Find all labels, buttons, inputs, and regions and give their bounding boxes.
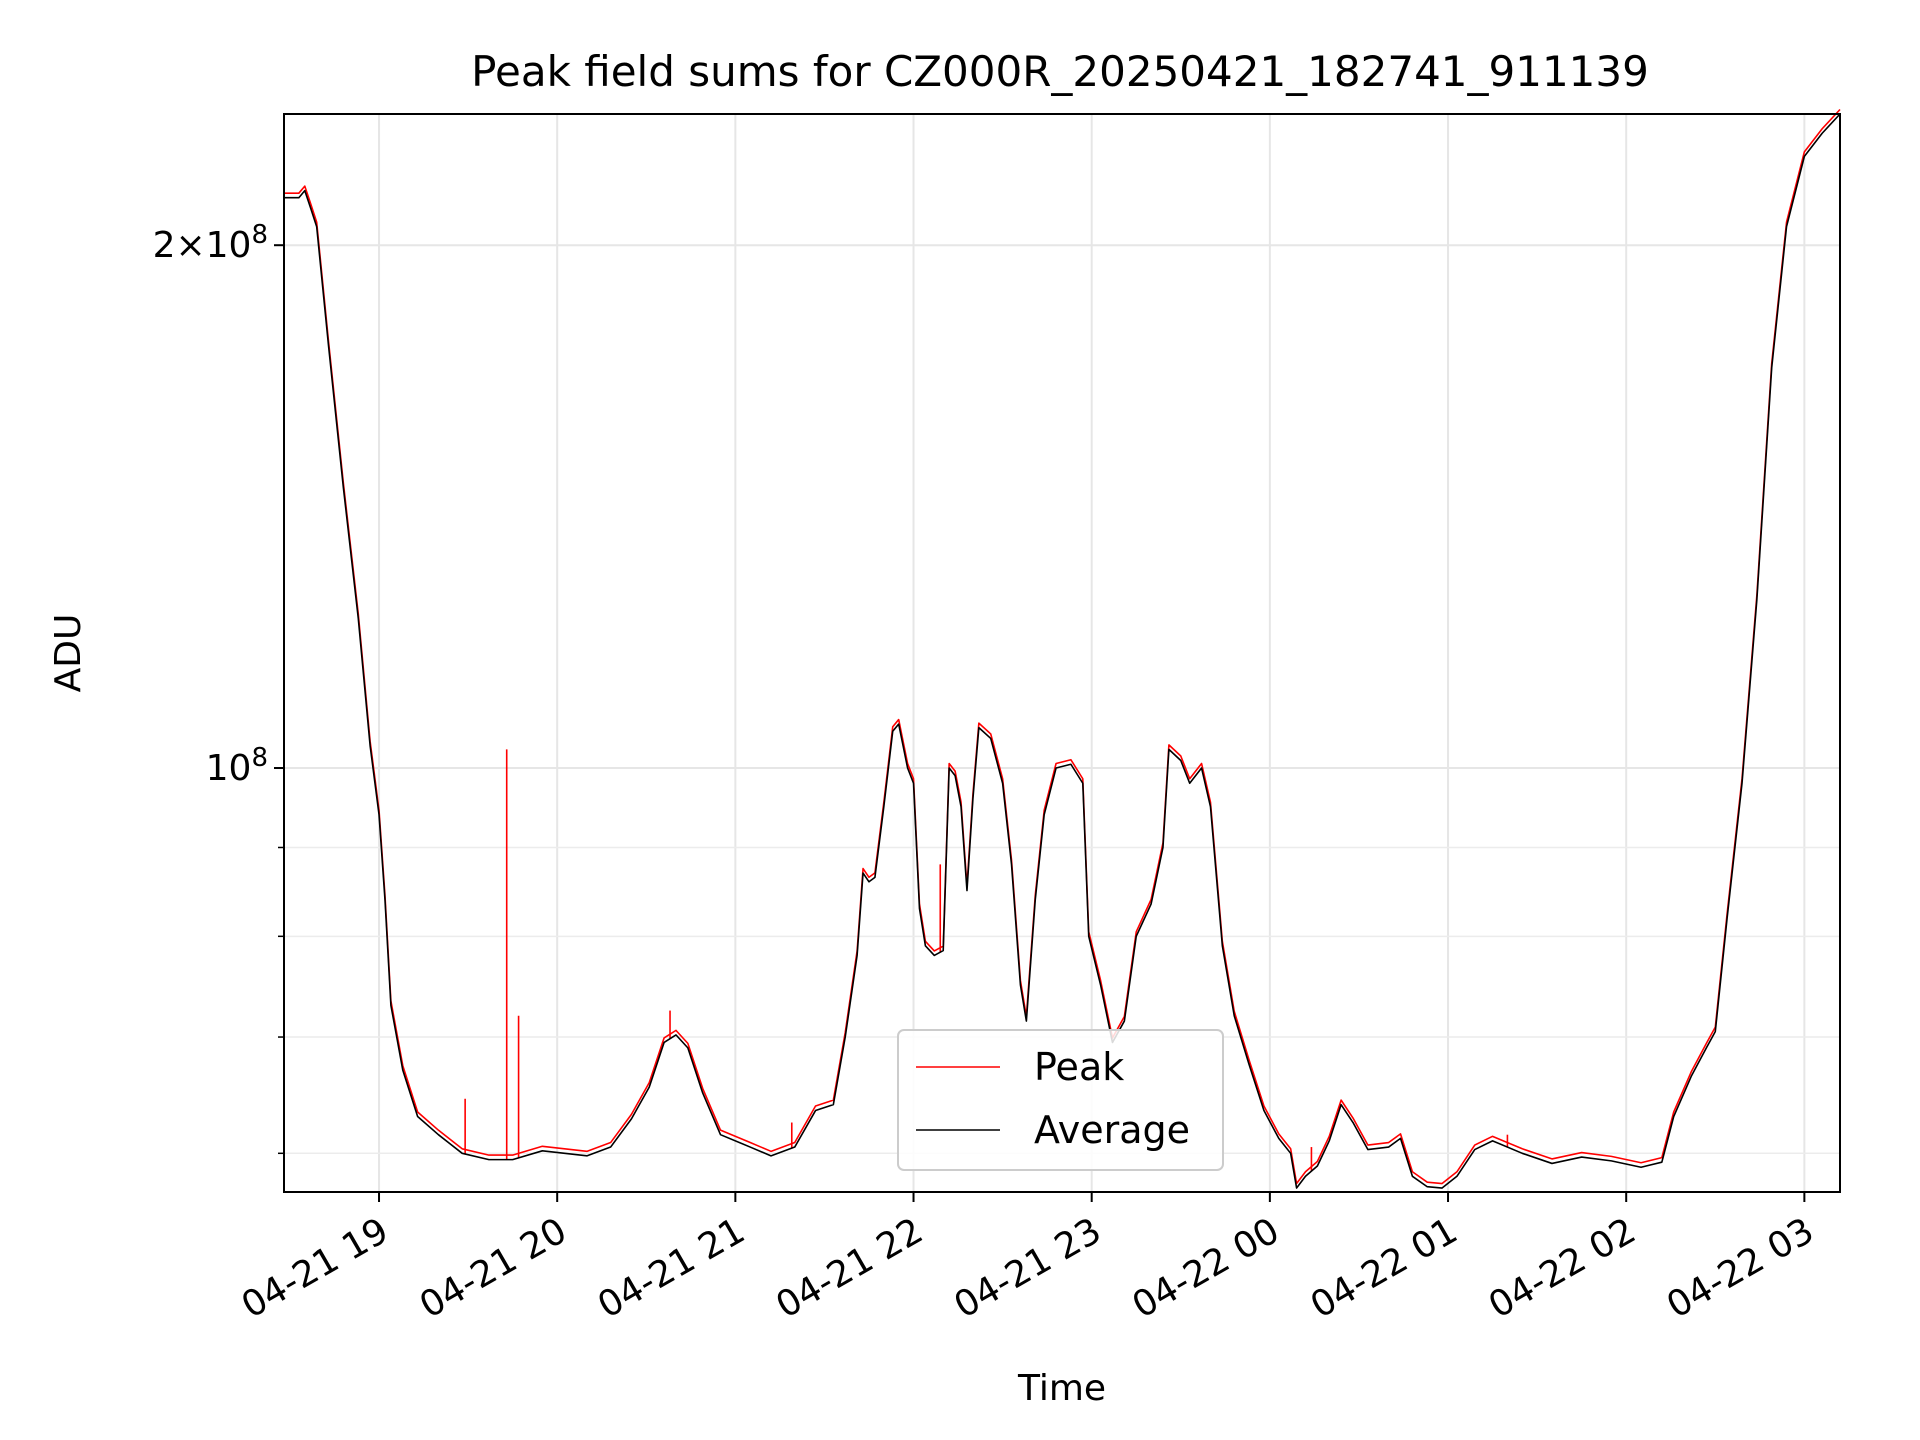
series-line-average xyxy=(284,113,1841,1189)
legend-label-average: Average xyxy=(1034,1108,1190,1152)
legend-label-peak: Peak xyxy=(1034,1045,1124,1089)
chart-title: Peak field sums for CZ000R_20250421_1827… xyxy=(471,47,1649,96)
plot-frame xyxy=(283,113,1841,1193)
y-axis: 108 2×108 xyxy=(153,220,284,1155)
y-tick-label: 108 xyxy=(206,743,268,789)
y-tick-label: 2×108 xyxy=(153,220,268,266)
legend: Peak Average xyxy=(897,1029,1224,1171)
legend-box xyxy=(897,1029,1224,1171)
series-layer xyxy=(284,108,1841,1189)
x-axis-label: Time xyxy=(1017,1368,1106,1409)
y-axis-label: ADU xyxy=(48,614,89,693)
